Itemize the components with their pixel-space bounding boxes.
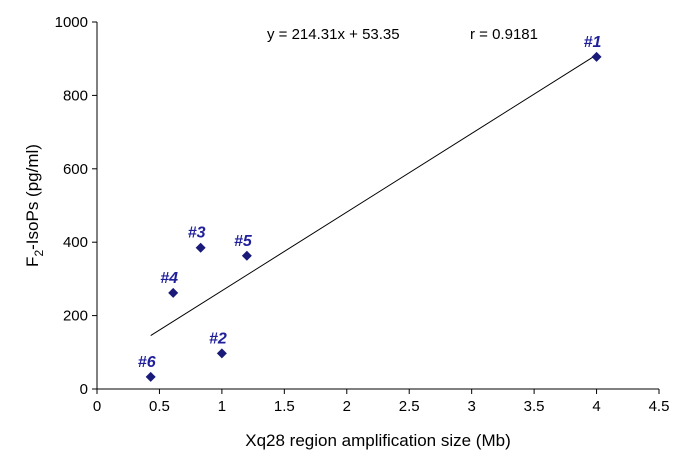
x-tick-label: 3.5 — [524, 398, 545, 415]
y-tick-label: 600 — [63, 161, 88, 178]
correlation-coefficient: r = 0.9181 — [470, 26, 538, 43]
y-tick-label: 200 — [63, 308, 88, 325]
data-point-label: #4 — [160, 270, 178, 287]
data-point-marker — [168, 287, 179, 298]
y-axis-title-rest: -IsoPs (pg/ml) — [23, 144, 42, 250]
data-point-label: #6 — [138, 354, 156, 371]
data-point-marker — [195, 242, 206, 253]
x-tick-label: 2.5 — [399, 398, 420, 415]
regression-equation: y = 214.31x + 53.35 — [267, 26, 400, 43]
x-tick-label: 1 — [218, 398, 226, 415]
axes — [96, 22, 659, 390]
trendline — [150, 54, 597, 337]
data-point-label: #3 — [188, 225, 206, 242]
x-tick-label: 4.5 — [649, 398, 670, 415]
x-tick-label: 1.5 — [274, 398, 295, 415]
y-ticks: 0 200 400 600 800 1000 — [55, 14, 97, 398]
x-tick-label: 3 — [467, 398, 475, 415]
x-axis-title: Xq28 region amplification size (Mb) — [245, 431, 511, 450]
y-tick-label: 1000 — [55, 14, 88, 31]
data-point-marker — [216, 348, 227, 359]
y-axis-title-subscript: 2 — [32, 250, 46, 257]
y-tick-label: 800 — [63, 87, 88, 104]
data-point-marker — [145, 371, 156, 382]
data-point-marker — [591, 51, 602, 62]
data-point-label: #5 — [234, 233, 253, 250]
y-tick-label: 0 — [80, 381, 88, 398]
x-tick-label: 4 — [592, 398, 600, 415]
x-tick-label: 0 — [93, 398, 101, 415]
x-tick-label: 0.5 — [149, 398, 170, 415]
x-ticks: 0 0.5 1 1.5 2 2.5 3 3.5 4 4.5 — [93, 389, 670, 415]
y-axis-title-main: F — [23, 257, 42, 267]
data-point-marker — [241, 250, 252, 261]
x-tick-label: 2 — [343, 398, 351, 415]
data-point-label: #1 — [584, 34, 602, 51]
y-tick-label: 400 — [63, 234, 88, 251]
data-point-label: #2 — [209, 330, 227, 347]
data-points: #1 #2 #3 #4 #5 #6 — [138, 34, 602, 382]
y-axis-title: F2-IsoPs (pg/ml) — [23, 144, 46, 267]
